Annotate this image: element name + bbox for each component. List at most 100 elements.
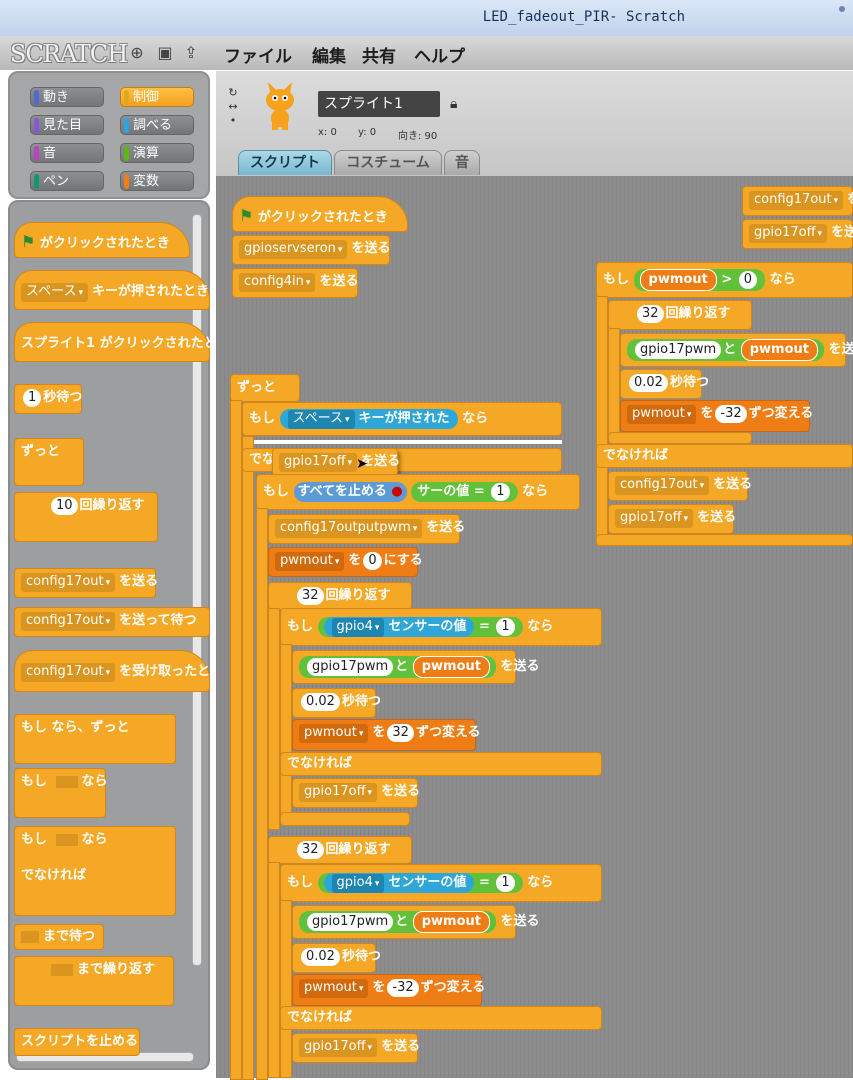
category-looks[interactable]: 見た目 (30, 115, 104, 135)
broadcast-block[interactable]: config17outを送る (608, 471, 752, 501)
palette-wait-until-block[interactable]: まで待つ (14, 924, 104, 950)
key-pressed-sensing[interactable]: スペースキーが押された (279, 409, 458, 429)
menu-bar (0, 36, 853, 70)
repeat-block[interactable]: 32 回繰り返す (268, 836, 412, 864)
wait-block[interactable]: 0.02 秒待つ (292, 688, 381, 718)
if-c-arm (280, 900, 292, 1078)
dragged-broadcast-block[interactable]: gpio17offを送る (272, 448, 400, 476)
broadcast-block[interactable]: gpio17offを送る (292, 1033, 420, 1063)
if-sensor-block[interactable]: もし gpio4センサーの値 = 1 なら (280, 608, 602, 646)
lock-icon[interactable]: 🔒︎ (450, 96, 458, 112)
palette-stop-script-block[interactable]: スクリプトを止める (14, 1028, 140, 1056)
category-control[interactable]: 制御 (120, 87, 194, 107)
repeat-end-cap (608, 432, 752, 444)
if-end-cap (596, 534, 853, 546)
stop-all-block[interactable]: すべてを止める ● (293, 482, 407, 502)
if-c-arm (596, 296, 608, 546)
broadcast-block[interactable]: gpio17offを送る (608, 504, 736, 534)
rotation-style-icons[interactable]: ↻ ↔ • (228, 86, 238, 127)
palette-if-forever-block[interactable]: もし なら、ずっと (14, 714, 176, 764)
window-title: LED_fadeout_PIR- Scratch (482, 9, 685, 25)
broadcast-block[interactable]: gpio17offを送る (292, 778, 420, 808)
wait-block[interactable]: 0.02 秒待つ (620, 369, 709, 399)
equals-operator[interactable]: gpio4センサーの値 = 1 (317, 617, 523, 637)
greater-operator[interactable]: pwmout > 0 (633, 269, 766, 291)
else-label: でなければ (280, 752, 602, 776)
sprite-direction: 向き: 90 (398, 131, 438, 142)
green-flag-hat-block[interactable]: ⚑ がクリックされたとき (232, 196, 408, 232)
category-sound[interactable]: 音 (30, 143, 104, 163)
category-sensing[interactable]: 調べる (120, 115, 194, 135)
palette-if-block[interactable]: もし なら (14, 768, 108, 818)
forever-c-arm (230, 400, 242, 1080)
tab-sounds[interactable]: 音 (444, 150, 480, 175)
menu-file[interactable]: ファイル (224, 47, 292, 67)
repeat-c-arm (268, 862, 280, 1078)
save-icon[interactable]: ▣ (157, 43, 173, 62)
broadcast-block[interactable]: config4inを送る (232, 268, 358, 298)
repeat-c-arm (608, 328, 620, 438)
menu-edit[interactable]: 編集 (312, 47, 346, 67)
else-label: でなければ (596, 444, 853, 468)
sprite-y: y: 0 (358, 127, 377, 138)
if-sensor-block[interactable]: もし すべてを止める ● サーの値 = 1 なら (256, 474, 580, 510)
palette-broadcast-wait-block[interactable]: config17outを送って待つ (14, 607, 210, 637)
if-sensor-block[interactable]: もし gpio4センサーの値 = 1 なら (280, 864, 602, 902)
tab-scripts[interactable]: スクリプト (238, 150, 332, 175)
sprite-name-field[interactable]: スプライト1 (318, 91, 440, 117)
broadcast-block[interactable]: config17outを送る (742, 186, 853, 216)
palette-key-pressed-block[interactable]: スペースキーが押されたとき (14, 270, 210, 310)
if-end-cap (280, 812, 410, 826)
repeat-block[interactable]: 32 回繰り返す (608, 300, 752, 330)
if-c-arm (280, 644, 292, 814)
broadcast-block[interactable]: config17outputpwmを送る (268, 514, 465, 544)
globe-icon[interactable]: ⊕ (130, 43, 144, 62)
boolean-slot[interactable] (55, 833, 78, 846)
sprite-thumbnail-icon (254, 82, 304, 132)
green-flag-icon: ⚑ (21, 232, 36, 251)
palette-repeat-until-block[interactable]: まで繰り返す (14, 956, 174, 1006)
boolean-slot[interactable] (55, 775, 78, 788)
else-label: でなければ (280, 1006, 602, 1030)
palette-scrollbar[interactable] (192, 214, 202, 966)
broadcast-block[interactable]: gpio17offを送る (742, 219, 853, 249)
window-control-icon[interactable] (839, 6, 845, 12)
menu-share[interactable]: 共有 (362, 47, 396, 67)
palette-broadcast-block[interactable]: config17outを送る (14, 568, 158, 598)
tab-costumes[interactable]: コスチューム (334, 150, 442, 175)
equals-operator[interactable]: サーの値 = 1 (411, 482, 518, 502)
category-motion[interactable]: 動き (30, 87, 104, 107)
boolean-slot[interactable] (51, 963, 73, 976)
category-pen[interactable]: ペン (30, 171, 104, 191)
category-operators[interactable]: 演算 (120, 143, 194, 163)
category-variables[interactable]: 変数 (120, 171, 194, 191)
boolean-slot[interactable] (21, 930, 39, 943)
palette-green-flag-block[interactable]: ⚑ がクリックされたとき (14, 222, 190, 258)
share-icon[interactable]: ⇪ (184, 43, 198, 62)
forever-block[interactable]: ずっと (230, 374, 300, 402)
palette-sprite-clicked-block[interactable]: スプライト1 がクリックされたとき (14, 322, 230, 362)
set-variable-block[interactable]: pwmoutを0にする (268, 547, 423, 577)
menu-help[interactable]: ヘルプ (414, 47, 465, 67)
drop-indicator (254, 440, 562, 444)
palette-if-else-block[interactable]: もし なら でなければ (14, 826, 176, 916)
broadcast-block[interactable]: gpioservseronを送る (232, 235, 390, 265)
repeat-block[interactable]: 32 回繰り返す (268, 582, 412, 610)
if-greater-block[interactable]: もし pwmout > 0 なら (596, 262, 853, 298)
equals-operator[interactable]: gpio4センサーの値 = 1 (317, 873, 523, 893)
wait-block[interactable]: 0.02 秒待つ (292, 943, 381, 973)
if-block[interactable]: もし スペースキーが押された なら (242, 402, 562, 436)
palette-forever-block[interactable]: ずっと (14, 438, 84, 486)
cursor-icon: ➤ (356, 456, 368, 472)
change-variable-block[interactable]: pwmoutを32ずつ変える (292, 719, 481, 751)
if-c-arm (242, 436, 254, 1080)
title-bar: LED_fadeout_PIR- Scratch (0, 0, 853, 37)
palette-receive-block[interactable]: config17outを受け取ったとき (14, 650, 223, 692)
palette-wait-block[interactable]: 1 秒待つ (14, 384, 82, 414)
palette-repeat-block[interactable]: 10 回繰り返す (14, 492, 158, 542)
